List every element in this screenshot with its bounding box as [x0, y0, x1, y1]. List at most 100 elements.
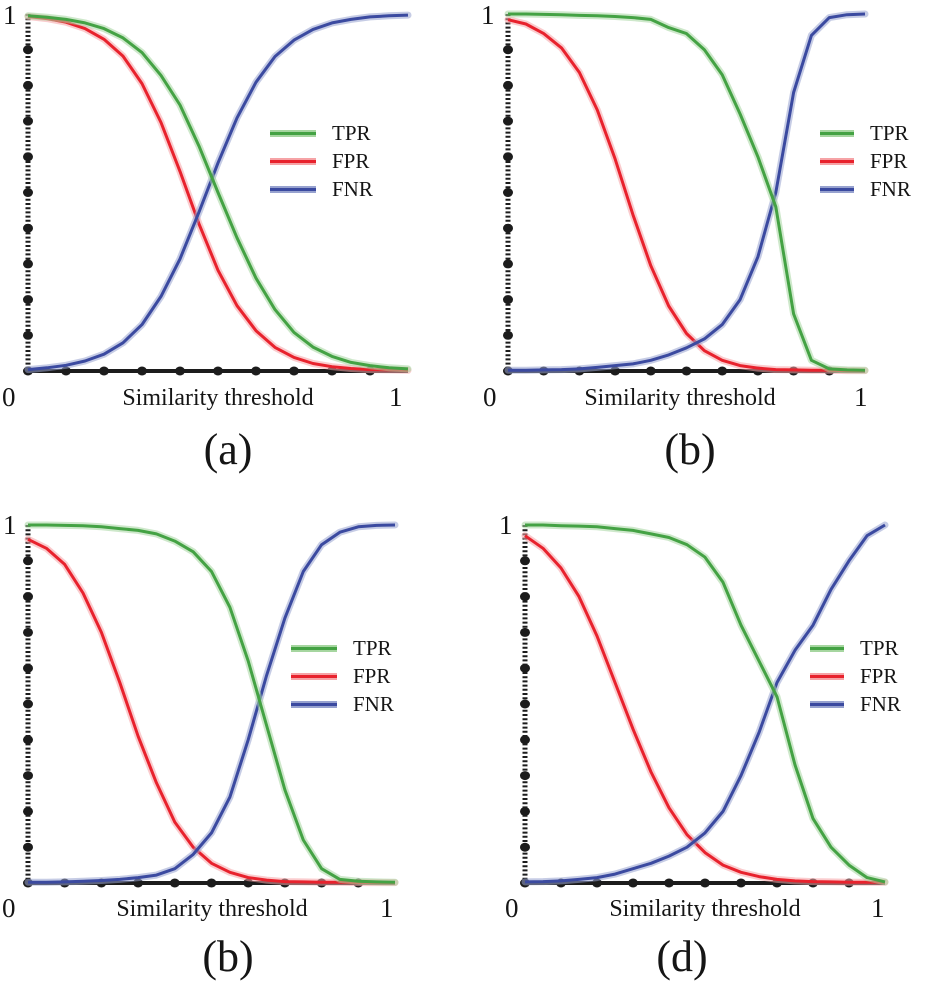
- tick-dot: [23, 188, 33, 197]
- tick-dot: [23, 295, 33, 305]
- tick-dot: [23, 330, 33, 340]
- plot-area-d: [520, 521, 889, 888]
- curve-fnr: [28, 523, 396, 884]
- curve-halo-tpr: [504, 10, 869, 374]
- subplot-caption-d: (d): [656, 932, 708, 981]
- legend-label-fnr: FNR: [353, 691, 394, 716]
- tick-dot: [251, 366, 261, 376]
- tick-dot: [23, 152, 33, 162]
- legend-row-fpr: FPR: [291, 662, 394, 690]
- tick-dot: [681, 366, 692, 376]
- legend-label-tpr: TPR: [353, 635, 392, 660]
- curve-tpr: [28, 523, 396, 884]
- curve-fpr: [27, 537, 395, 885]
- legend-swatch-tpr: [291, 646, 337, 650]
- curve-fnr: [524, 523, 886, 884]
- tick-dot: [664, 878, 674, 888]
- legend-swatch-fnr: [270, 187, 316, 191]
- tick-dot: [520, 735, 530, 745]
- tick-dot: [23, 45, 33, 55]
- legend-swatch-fnr: [291, 702, 337, 706]
- tick-dot: [628, 878, 638, 888]
- subplot-caption-b-bottom: (b): [202, 932, 254, 981]
- tick-dot: [503, 259, 513, 269]
- plot-area-a: [23, 11, 412, 376]
- x-axis-min-label: 0: [2, 893, 16, 923]
- x-axis-min-label: 0: [505, 893, 519, 923]
- tick-dot: [520, 627, 530, 637]
- tick-dot: [99, 366, 109, 376]
- subplot-a: 1 0 1 Similarity threshold TPR FPR FNR (…: [0, 0, 465, 494]
- tick-dot: [23, 556, 33, 566]
- tick-dot: [23, 699, 33, 709]
- legend-label-tpr: TPR: [860, 635, 899, 660]
- y-axis-max-label: 1: [481, 0, 495, 30]
- legend-swatch-fpr: [270, 159, 316, 163]
- tick-dot: [503, 223, 513, 233]
- legend-row-fnr: FNR: [270, 175, 373, 203]
- legend-label-fnr: FNR: [870, 176, 911, 201]
- tick-dot: [520, 556, 530, 566]
- plot-area-b-top: [503, 10, 869, 376]
- legend-swatch-fpr: [820, 159, 854, 163]
- x-axis-min-label: 0: [2, 382, 16, 412]
- legend-swatch-fpr: [291, 674, 337, 678]
- legend-label-fpr: FPR: [353, 663, 391, 688]
- tick-dot: [137, 366, 147, 376]
- subplot-b-bottom: 1 0 1 Similarity threshold TPR FPR FNR (…: [0, 491, 465, 985]
- tick-dot: [23, 663, 33, 673]
- x-axis-min-label: 0: [483, 382, 497, 412]
- tick-dot: [717, 366, 728, 376]
- legend-row-tpr: TPR: [291, 634, 394, 662]
- tick-dot: [23, 735, 33, 745]
- curve-fnr: [508, 12, 866, 372]
- curve-tpr: [27, 14, 409, 371]
- curve-fnr: [27, 13, 409, 372]
- subplot-caption-a: (a): [203, 425, 253, 474]
- tick-dot: [520, 699, 530, 709]
- tick-dot: [503, 45, 513, 55]
- tick-dot: [213, 366, 223, 376]
- tick-dot: [23, 842, 33, 852]
- legend-swatch-fpr: [810, 674, 844, 678]
- tick-dot: [23, 116, 33, 126]
- tick-dot: [23, 771, 33, 781]
- tick-dot: [503, 116, 513, 126]
- legend-swatch-tpr: [820, 131, 854, 135]
- subplot-b-top: 1 0 1 Similarity threshold TPR FPR FNR (…: [465, 0, 930, 494]
- tick-dot: [520, 806, 530, 816]
- x-axis-title: Similarity threshold: [116, 896, 308, 922]
- tick-dot: [736, 878, 746, 888]
- curve-tpr: [525, 523, 886, 884]
- tick-dot: [23, 259, 33, 269]
- tick-dot: [520, 771, 530, 781]
- legend-swatch-fnr: [820, 187, 854, 191]
- legend-label-fpr: FPR: [860, 663, 898, 688]
- tick-dot: [23, 80, 33, 90]
- legend-row-fpr: FPR: [810, 662, 901, 690]
- tick-dot: [23, 592, 33, 602]
- legend-label-fpr: FPR: [870, 148, 908, 173]
- tick-dot: [503, 295, 513, 305]
- legend-swatch-fnr: [810, 702, 844, 706]
- legend-row-fpr: FPR: [820, 147, 911, 175]
- y-axis-max-label: 1: [3, 510, 17, 540]
- tick-dot: [23, 627, 33, 637]
- curve-fpr: [507, 18, 865, 373]
- legend-row-fpr: FPR: [270, 147, 373, 175]
- tick-dot: [645, 366, 656, 376]
- legend-label-fpr: FPR: [332, 148, 370, 173]
- legend-row-tpr: TPR: [820, 119, 911, 147]
- legend: TPR FPR FNR: [291, 634, 394, 718]
- tick-dot: [520, 592, 530, 602]
- tick-dot: [23, 223, 33, 233]
- tick-dot: [520, 663, 530, 673]
- tick-dot: [503, 80, 513, 90]
- x-axis-max-label: 1: [854, 382, 868, 412]
- tick-dot: [503, 152, 513, 162]
- subplot-caption-b-top: (b): [664, 425, 716, 474]
- legend-row-fnr: FNR: [810, 690, 901, 718]
- x-axis-max-label: 1: [389, 382, 403, 412]
- legend-row-fnr: FNR: [291, 690, 394, 718]
